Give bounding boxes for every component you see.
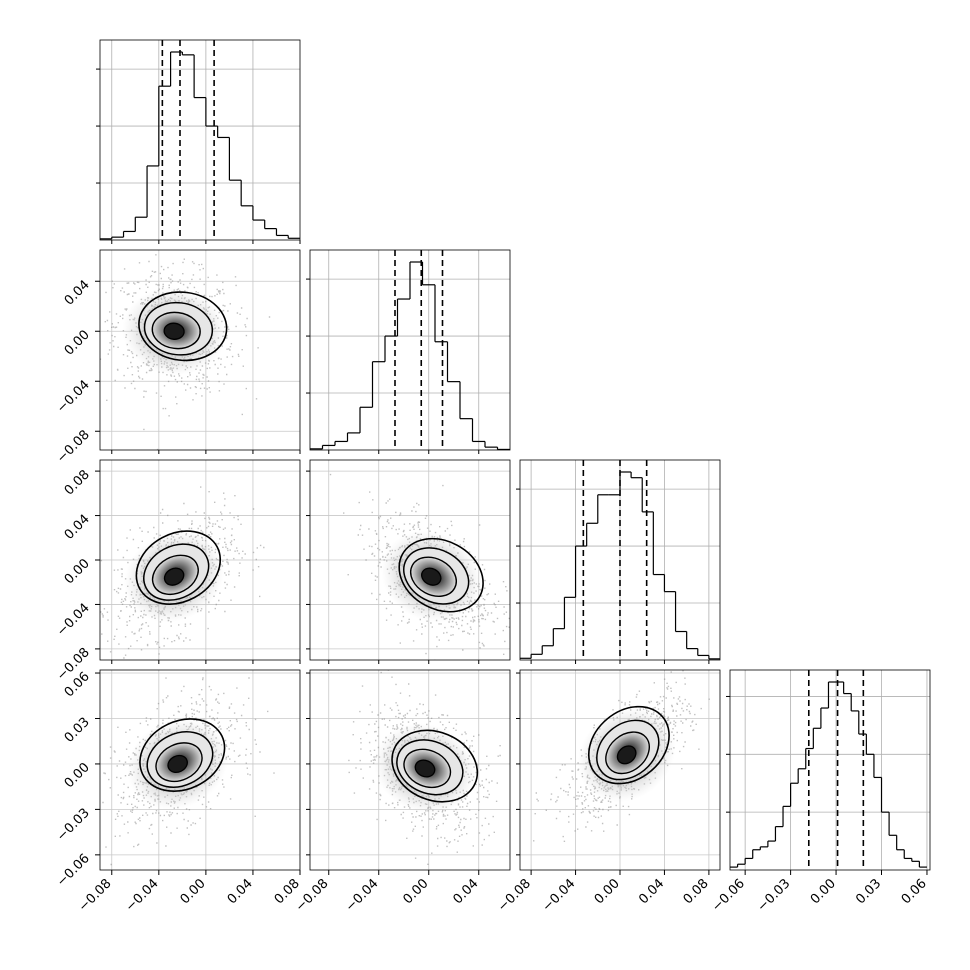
y-tick-label: −0.04 bbox=[54, 377, 93, 416]
x-tick-label: 0.00 bbox=[400, 876, 431, 907]
x-tick-label: 0.00 bbox=[808, 876, 839, 907]
density-panel-p1-p3 bbox=[309, 669, 511, 871]
y-tick-label: −0.06 bbox=[54, 851, 93, 890]
x-tick-label: −0.04 bbox=[540, 876, 579, 915]
contour-peak bbox=[163, 567, 185, 586]
y-tick-label: 0.00 bbox=[62, 556, 93, 587]
x-tick-label: 0.04 bbox=[636, 876, 667, 907]
histogram-panel-p2 bbox=[516, 459, 721, 661]
contour-outer bbox=[391, 729, 479, 803]
y-tick-label: 0.04 bbox=[62, 277, 93, 308]
panel-frame bbox=[729, 669, 931, 871]
y-tick-label: 0.04 bbox=[62, 512, 93, 543]
histogram-panel-p3 bbox=[726, 669, 931, 871]
contour-outer bbox=[398, 537, 484, 613]
y-tick-label: −0.08 bbox=[54, 427, 93, 466]
panel-frame bbox=[99, 39, 301, 241]
x-tick-label: −0.08 bbox=[293, 876, 332, 915]
x-tick-label: 0.06 bbox=[899, 876, 930, 907]
y-tick-label: 0.00 bbox=[62, 760, 93, 791]
contour-peak bbox=[414, 759, 436, 778]
x-tick-label: −0.08 bbox=[495, 876, 534, 915]
density-panel-p0-p3 bbox=[99, 669, 301, 871]
x-tick-label: −0.06 bbox=[709, 876, 748, 915]
contour-outer bbox=[587, 705, 670, 785]
contour-peak bbox=[163, 322, 185, 340]
x-tick-label: 0.08 bbox=[681, 876, 712, 907]
y-tick-label: −0.04 bbox=[54, 601, 93, 640]
contour-peak bbox=[616, 745, 637, 765]
x-tick-label: −0.04 bbox=[343, 876, 382, 915]
x-tick-label: 0.00 bbox=[592, 876, 623, 907]
x-axis-p3: −0.06 −0.03 0.00 0.03 0.06 bbox=[709, 870, 930, 915]
contour-peak bbox=[167, 754, 188, 774]
density-panel-p1-p2 bbox=[309, 459, 511, 661]
y-axis-p1: −0.08 −0.04 0.00 0.04 bbox=[54, 277, 100, 466]
panel-frame bbox=[99, 249, 301, 451]
y-tick-label: −0.03 bbox=[54, 806, 93, 845]
density-panel-p0-p2 bbox=[99, 459, 301, 661]
x-tick-label: −0.04 bbox=[123, 876, 162, 915]
x-tick-label: 0.04 bbox=[450, 876, 481, 907]
contour-peak bbox=[421, 567, 442, 586]
x-tick-label: −0.08 bbox=[76, 876, 115, 915]
panel-frame bbox=[309, 249, 511, 451]
panel-frame bbox=[99, 669, 301, 871]
y-tick-label: 0.00 bbox=[62, 327, 93, 358]
contour-outer bbox=[138, 291, 228, 362]
x-tick-label: 0.04 bbox=[225, 876, 256, 907]
histogram-panel-p1 bbox=[306, 249, 511, 451]
x-tick-label: −0.03 bbox=[755, 876, 794, 915]
x-tick-label: 0.00 bbox=[178, 876, 209, 907]
density-panel-p0-p1 bbox=[99, 249, 301, 451]
density-panel-p2-p3 bbox=[519, 669, 721, 871]
contour-outer bbox=[139, 718, 226, 792]
contour-outer bbox=[135, 530, 222, 605]
x-tick-label: 0.03 bbox=[853, 876, 884, 907]
x-axis-p1: −0.08 −0.04 0.00 0.04 bbox=[293, 450, 482, 915]
y-tick-label: 0.03 bbox=[62, 715, 93, 746]
histogram-panel-p0 bbox=[96, 39, 301, 241]
y-tick-label: 0.08 bbox=[62, 467, 93, 498]
panel-frame bbox=[309, 669, 511, 871]
